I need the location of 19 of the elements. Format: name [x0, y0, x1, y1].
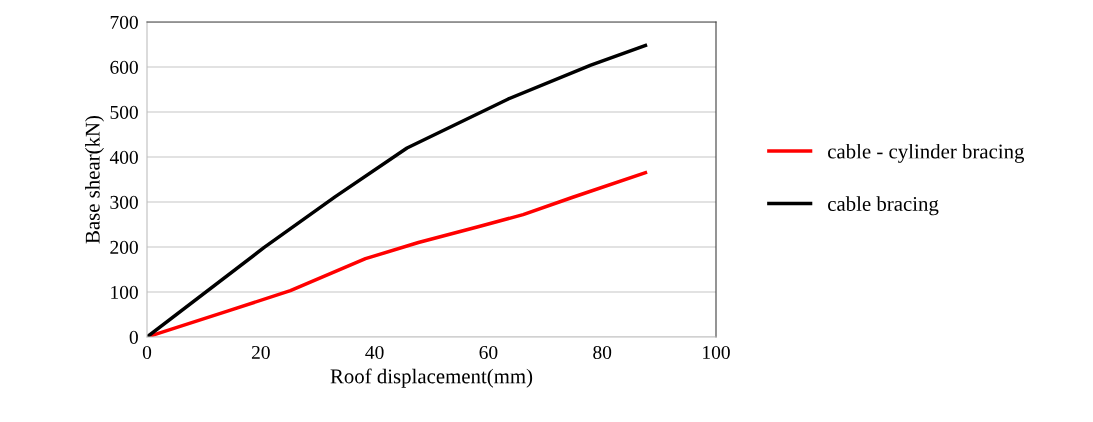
y-tick-label: 400: [109, 150, 138, 164]
y-tick-label: 200: [110, 240, 138, 254]
y-tick-label: 500: [110, 105, 138, 119]
y-tick-label: 700: [110, 15, 138, 29]
y-axis-title: Base shear(kN): [85, 115, 104, 244]
x-tick-label: 40: [365, 345, 384, 360]
x-tick-label: 0: [142, 345, 152, 360]
x-tick-label: 60: [479, 345, 498, 360]
y-tick-label: 0: [129, 330, 138, 344]
y-tick-label: 100: [111, 285, 138, 299]
y-tick-label: 600: [110, 60, 138, 74]
x-tick-label: 20: [251, 345, 270, 360]
x-tick-label: 100: [703, 345, 730, 360]
x-axis-title: Roof displacement(mm): [330, 368, 533, 388]
y-tick-label: 300: [110, 195, 138, 209]
line-series: [147, 43, 648, 337]
legend-label: cable bracing: [828, 196, 939, 216]
legend-label: cable - cylinder bracing: [828, 143, 1025, 163]
x-tick-label: 80: [593, 345, 612, 360]
